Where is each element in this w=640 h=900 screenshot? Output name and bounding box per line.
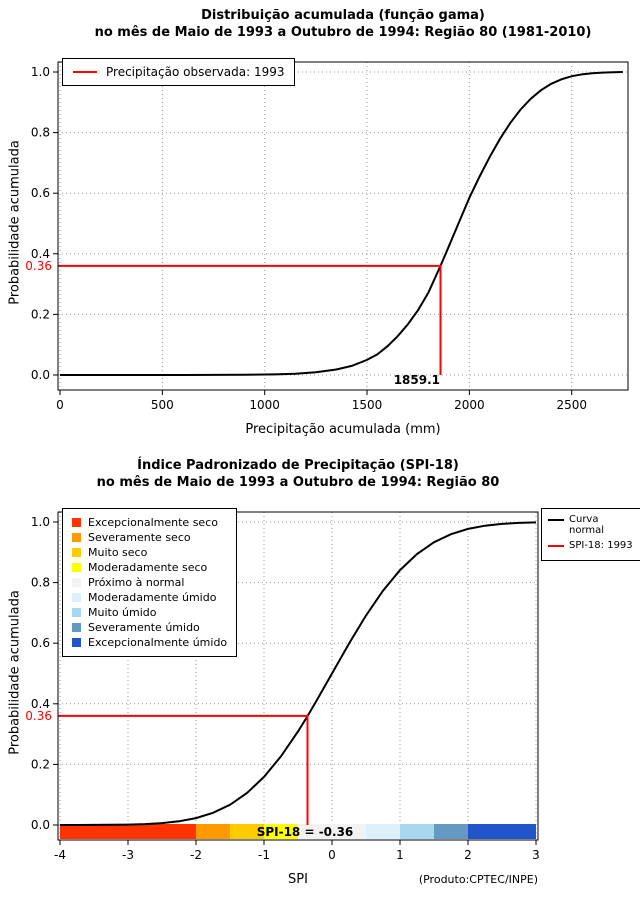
y-tick-label: 0.8 bbox=[31, 126, 50, 140]
spi-colorband-segment bbox=[196, 824, 230, 839]
category-label: Moderadamente úmido bbox=[88, 591, 217, 604]
y-tick-label: 0.6 bbox=[31, 186, 50, 200]
spi-colorband-segment bbox=[400, 824, 434, 839]
x-tick-label: 0 bbox=[328, 848, 336, 862]
x-tick-label: 1500 bbox=[352, 398, 383, 412]
annotation-lines bbox=[58, 264, 442, 375]
x-tick-label: -3 bbox=[122, 848, 134, 862]
y-tick-label: 0.2 bbox=[31, 307, 50, 321]
category-legend-item: Muito úmido bbox=[72, 605, 227, 620]
red-line-sample-icon bbox=[73, 71, 97, 73]
plot-border bbox=[57, 511, 539, 841]
bottom-y-axis-label: Probabilidade acumulada bbox=[7, 590, 23, 755]
curves-legend: Curva normal SPI-18: 1993 bbox=[541, 508, 640, 561]
plot-border bbox=[57, 61, 629, 391]
spi-colorband-segment bbox=[230, 824, 264, 839]
gamma-cdf-plot-svg: 0 500 1000 1500 2000 2500 0.0 0.2 0.4 0.6 0.8 1.0 bbox=[31, 61, 629, 412]
x-tick-label: 2000 bbox=[454, 398, 485, 412]
category-label: Muito úmido bbox=[88, 606, 157, 619]
spi-colorband-segment bbox=[264, 824, 298, 839]
y-tick-label: 0.2 bbox=[31, 757, 50, 771]
category-label: Próximo à normal bbox=[88, 576, 185, 589]
category-swatch-icon bbox=[72, 638, 81, 647]
top-chart-title: Distribuição acumulada (função gama) bbox=[201, 8, 485, 23]
category-label: Excepcionalmente úmido bbox=[88, 636, 228, 649]
top-chart-subtitle: no mês de Maio de 1993 a Outubro de 1994… bbox=[94, 25, 592, 40]
spi-colorband-segment bbox=[298, 824, 366, 839]
category-legend-item: Próximo à normal bbox=[72, 575, 227, 590]
category-swatch-icon bbox=[72, 533, 81, 542]
curves-legend-spi-row: SPI-18: 1993 bbox=[548, 540, 640, 551]
cdf-curve bbox=[60, 521, 537, 826]
spi-value-annotation: SPI-18 = -0.36 bbox=[256, 825, 354, 839]
cdf-curve bbox=[60, 71, 623, 376]
spi-cdf-chart: -4 -3 -2 -1 0 1 2 3 0.0 0.2 0.4 0.6 0.8 1.0 Índice Pa… bbox=[0, 450, 640, 900]
category-label: Severamente úmido bbox=[88, 621, 200, 634]
spi-legend-label: SPI-18: 1993 bbox=[569, 540, 633, 551]
category-label: Excepcionalmente seco bbox=[88, 516, 218, 529]
category-label: Muito seco bbox=[88, 546, 148, 559]
black-line-sample-icon bbox=[548, 519, 564, 521]
x-tick-label: 2 bbox=[464, 848, 472, 862]
category-swatch-icon bbox=[72, 593, 81, 602]
top-probability-value: 0.36 bbox=[25, 259, 52, 273]
spi-colorband-segment bbox=[366, 824, 400, 839]
x-tick-label: -2 bbox=[190, 848, 202, 862]
x-tick-label: -1 bbox=[258, 848, 270, 862]
gamma-cdf-chart: 0 500 1000 1500 2000 2500 0.0 0.2 0.4 0.6 0.8 1.0 D… bbox=[7, 8, 629, 437]
y-tick-label: 0.8 bbox=[31, 576, 50, 590]
bottom-x-axis-label: SPI bbox=[288, 872, 308, 887]
curves-legend-normal-row: Curva normal bbox=[548, 514, 640, 536]
annotation-lines bbox=[58, 714, 309, 825]
x-tick-label: 0 bbox=[56, 398, 64, 412]
normal-curve-legend-label: Curva normal bbox=[569, 514, 605, 536]
spi-category-legend: Excepcionalmente seco Severamente seco Mui… bbox=[62, 508, 238, 657]
category-swatch-icon bbox=[72, 548, 81, 557]
spi-colorband-segment bbox=[434, 824, 468, 839]
spi-colorband-segment bbox=[468, 824, 536, 839]
category-legend-item: Severamente seco bbox=[72, 530, 227, 545]
observed-precip-legend-label: Precipitação observada: 1993 bbox=[106, 65, 285, 79]
x-tick-label: 2500 bbox=[556, 398, 587, 412]
x-tick-label: 1000 bbox=[249, 398, 280, 412]
y-tick-label: 0.0 bbox=[31, 368, 50, 382]
x-tick-label: 1 bbox=[396, 848, 404, 862]
y-tick-label: 0.0 bbox=[31, 818, 50, 832]
category-swatch-icon bbox=[72, 563, 81, 572]
category-swatch-icon bbox=[72, 608, 81, 617]
category-legend-item: Moderadamente úmido bbox=[72, 590, 227, 605]
observed-precip-legend: Precipitação observada: 1993 bbox=[62, 58, 296, 86]
category-swatch-icon bbox=[72, 578, 81, 587]
category-legend-item: Muito seco bbox=[72, 545, 227, 560]
bottom-chart-title: Índice Padronizado de Precipitação (SPI-… bbox=[137, 458, 459, 473]
bottom-probability-value: 0.36 bbox=[25, 709, 52, 723]
category-label: Moderadamente seco bbox=[88, 561, 208, 574]
x-tick-label: 3 bbox=[532, 848, 540, 862]
category-legend-item: Moderadamente seco bbox=[72, 560, 227, 575]
category-legend-item: Excepcionalmente úmido bbox=[72, 635, 227, 650]
y-tick-label: 1.0 bbox=[31, 65, 50, 79]
y-tick-label: 1.0 bbox=[31, 515, 50, 529]
top-y-axis-label: Probabilidade acumulada bbox=[7, 140, 23, 305]
category-legend-item: Severamente úmido bbox=[72, 620, 227, 635]
top-x-axis-label: Precipitação acumulada (mm) bbox=[245, 422, 441, 437]
red-line-sample-icon bbox=[548, 545, 564, 547]
category-label: Severamente seco bbox=[88, 531, 191, 544]
y-tick-label: 0.4 bbox=[31, 697, 50, 711]
y-tick-label: 0.6 bbox=[31, 636, 50, 650]
x-tick-label: 500 bbox=[151, 398, 174, 412]
category-legend-item: Excepcionalmente seco bbox=[72, 515, 227, 530]
spi-colorband-segment bbox=[60, 824, 196, 839]
category-swatch-icon bbox=[72, 623, 81, 632]
observed-precip-value: 1859.1 bbox=[393, 373, 440, 387]
x-tick-label: -4 bbox=[54, 848, 66, 862]
y-tick-label: 0.4 bbox=[31, 247, 50, 261]
product-credit: (Produto:CPTEC/INPE) bbox=[418, 873, 538, 886]
bottom-chart-subtitle: no mês de Maio de 1993 a Outubro de 1994… bbox=[96, 475, 500, 490]
category-swatch-icon bbox=[72, 518, 81, 527]
